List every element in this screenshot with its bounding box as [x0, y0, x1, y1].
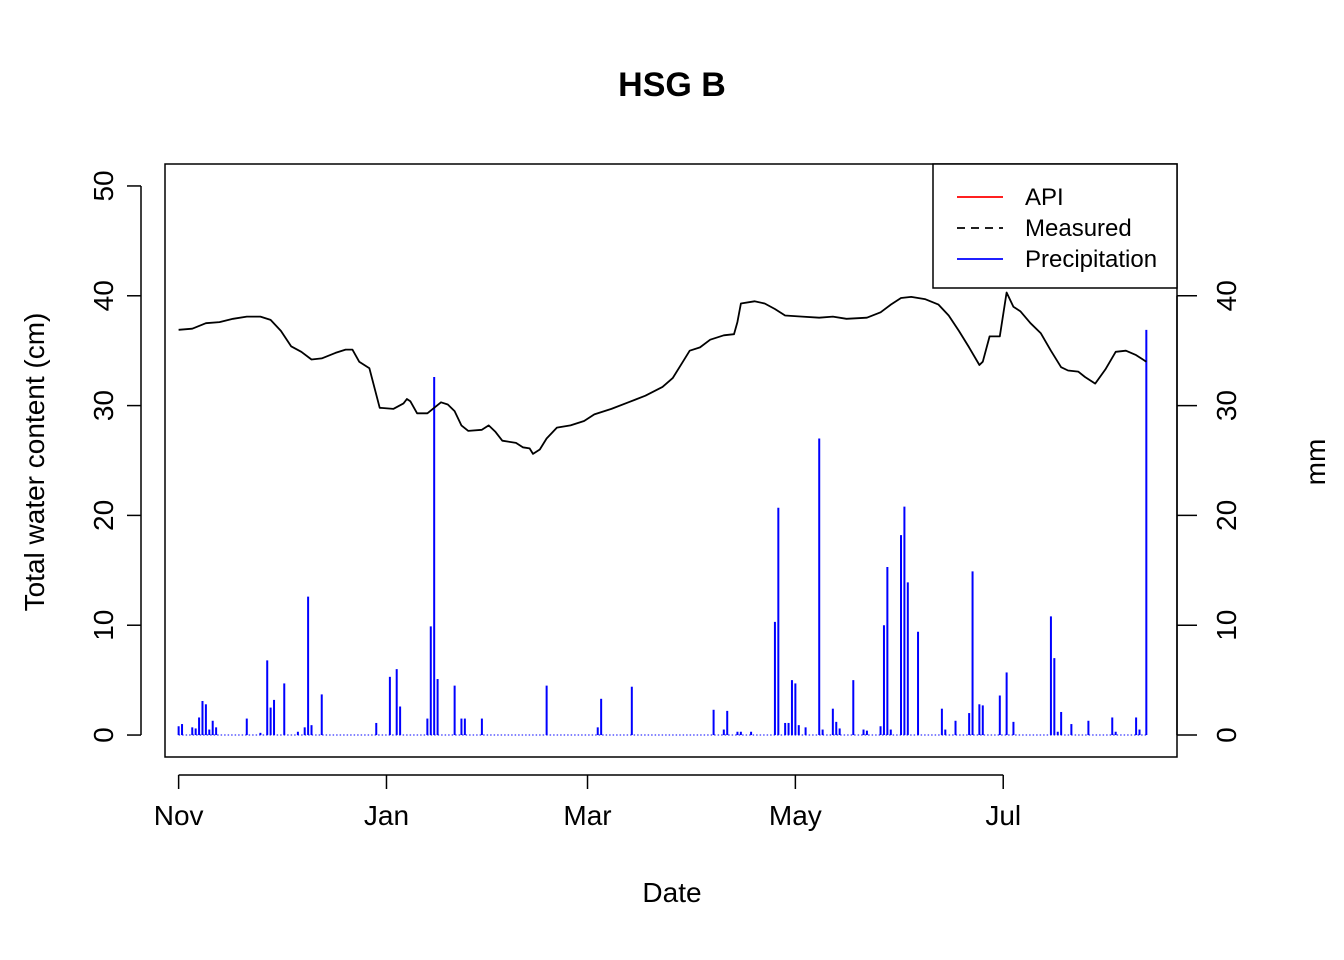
x-tick-label: Jan — [364, 800, 409, 831]
plot-area: 0 10 20 30 40 50 0 10 20 30 40 Nov Jan Mar May Jul — [88, 163, 1242, 831]
x-tick-label: May — [769, 800, 822, 831]
x-tick-label: Nov — [154, 800, 204, 831]
legend-label-measured: Measured — [1025, 215, 1132, 242]
right-y-tick-label: 0 — [1211, 727, 1242, 743]
legend-label-api: API — [1025, 184, 1064, 211]
right-y-tick-label: 30 — [1211, 390, 1242, 421]
y-axis-label: Total water content (cm) — [19, 313, 50, 612]
right-y-tick-label: 40 — [1211, 280, 1242, 311]
left-y-tick-label: 10 — [88, 610, 119, 641]
left-y-tick-label: 0 — [88, 727, 119, 743]
right-y-axis-label: mm — [1300, 439, 1331, 486]
right-y-tick-label: 10 — [1211, 610, 1242, 641]
x-axis-label: Date — [642, 877, 701, 908]
left-y-tick-label: 30 — [88, 390, 119, 421]
x-tick-label: Mar — [563, 800, 611, 831]
left-y-tick-label: 50 — [88, 170, 119, 201]
left-y-tick-label: 20 — [88, 500, 119, 531]
x-tick-label: Jul — [985, 800, 1021, 831]
right-y-tick-label: 20 — [1211, 500, 1242, 531]
left-y-tick-label: 40 — [88, 280, 119, 311]
measured-line — [178, 291, 1147, 455]
legend: API Measured Precipitation — [932, 163, 1178, 289]
legend-box — [932, 163, 1178, 289]
legend-label-precipitation: Precipitation — [1025, 246, 1157, 273]
chart-title: HSG B — [618, 66, 726, 104]
